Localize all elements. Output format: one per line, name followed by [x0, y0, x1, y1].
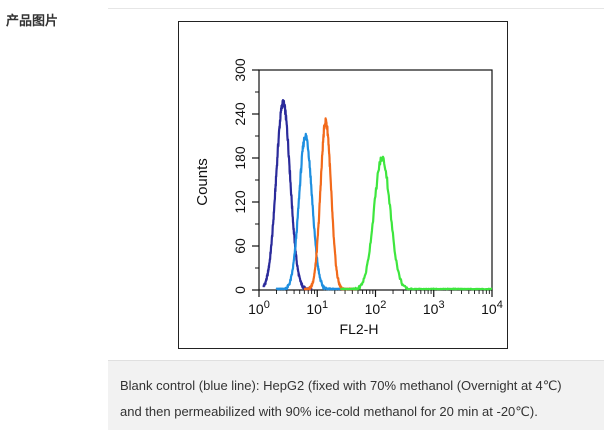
product-image-panel: 0 60 120 180 240 300 100 101 102 103 104 Counts FL…: [108, 8, 604, 361]
y-axis-label: Counts: [194, 158, 211, 206]
y-tick-label: 300: [232, 58, 248, 82]
histogram-series-line: [339, 155, 493, 291]
y-tick-label: 240: [232, 102, 248, 126]
image-caption: Blank control (blue line): HepG2 (fixed …: [108, 360, 604, 430]
x-tick-label: 101: [306, 299, 328, 317]
caption-line-1: Blank control (blue line): HepG2 (fixed …: [120, 378, 562, 393]
section-label: 产品图片: [6, 13, 59, 28]
axes-group: 0 60 120 180 240 300 100 101 102 103 104: [232, 58, 503, 317]
y-tick-label: 60: [232, 238, 248, 254]
x-tick-label: 104: [481, 299, 503, 317]
y-tick-label: 120: [232, 190, 248, 214]
y-tick-label: 180: [232, 146, 248, 170]
x-axis-label: FL2-H: [340, 321, 379, 337]
x-tick-label: 100: [248, 299, 270, 317]
histogram-series-line: [275, 132, 342, 291]
y-tick-label: 0: [232, 286, 248, 294]
x-tick-label: 102: [365, 299, 387, 317]
x-tick-label: 103: [423, 299, 445, 317]
flow-cytometry-histogram: 0 60 120 180 240 300 100 101 102 103 104 Counts FL…: [194, 58, 503, 337]
caption-line-2: and then permeabilized with 90% ice-cold…: [120, 404, 538, 419]
series-group: [262, 98, 493, 291]
histogram-series-line: [262, 98, 313, 291]
plot-frame: 0 60 120 180 240 300 100 101 102 103 104 Counts FL…: [178, 21, 508, 349]
